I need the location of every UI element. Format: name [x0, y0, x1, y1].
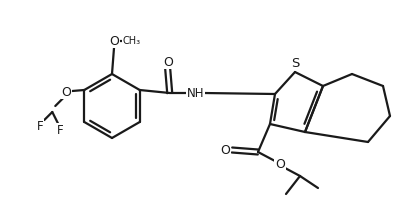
Text: CH₃: CH₃	[123, 36, 141, 46]
Text: S: S	[291, 56, 299, 70]
Text: O: O	[163, 55, 173, 68]
Text: NH: NH	[187, 86, 204, 100]
Text: O: O	[61, 86, 71, 98]
Text: O: O	[275, 158, 285, 171]
Text: O: O	[220, 144, 230, 156]
Text: F: F	[37, 119, 44, 132]
Text: F: F	[57, 123, 64, 137]
Text: O: O	[109, 34, 119, 48]
